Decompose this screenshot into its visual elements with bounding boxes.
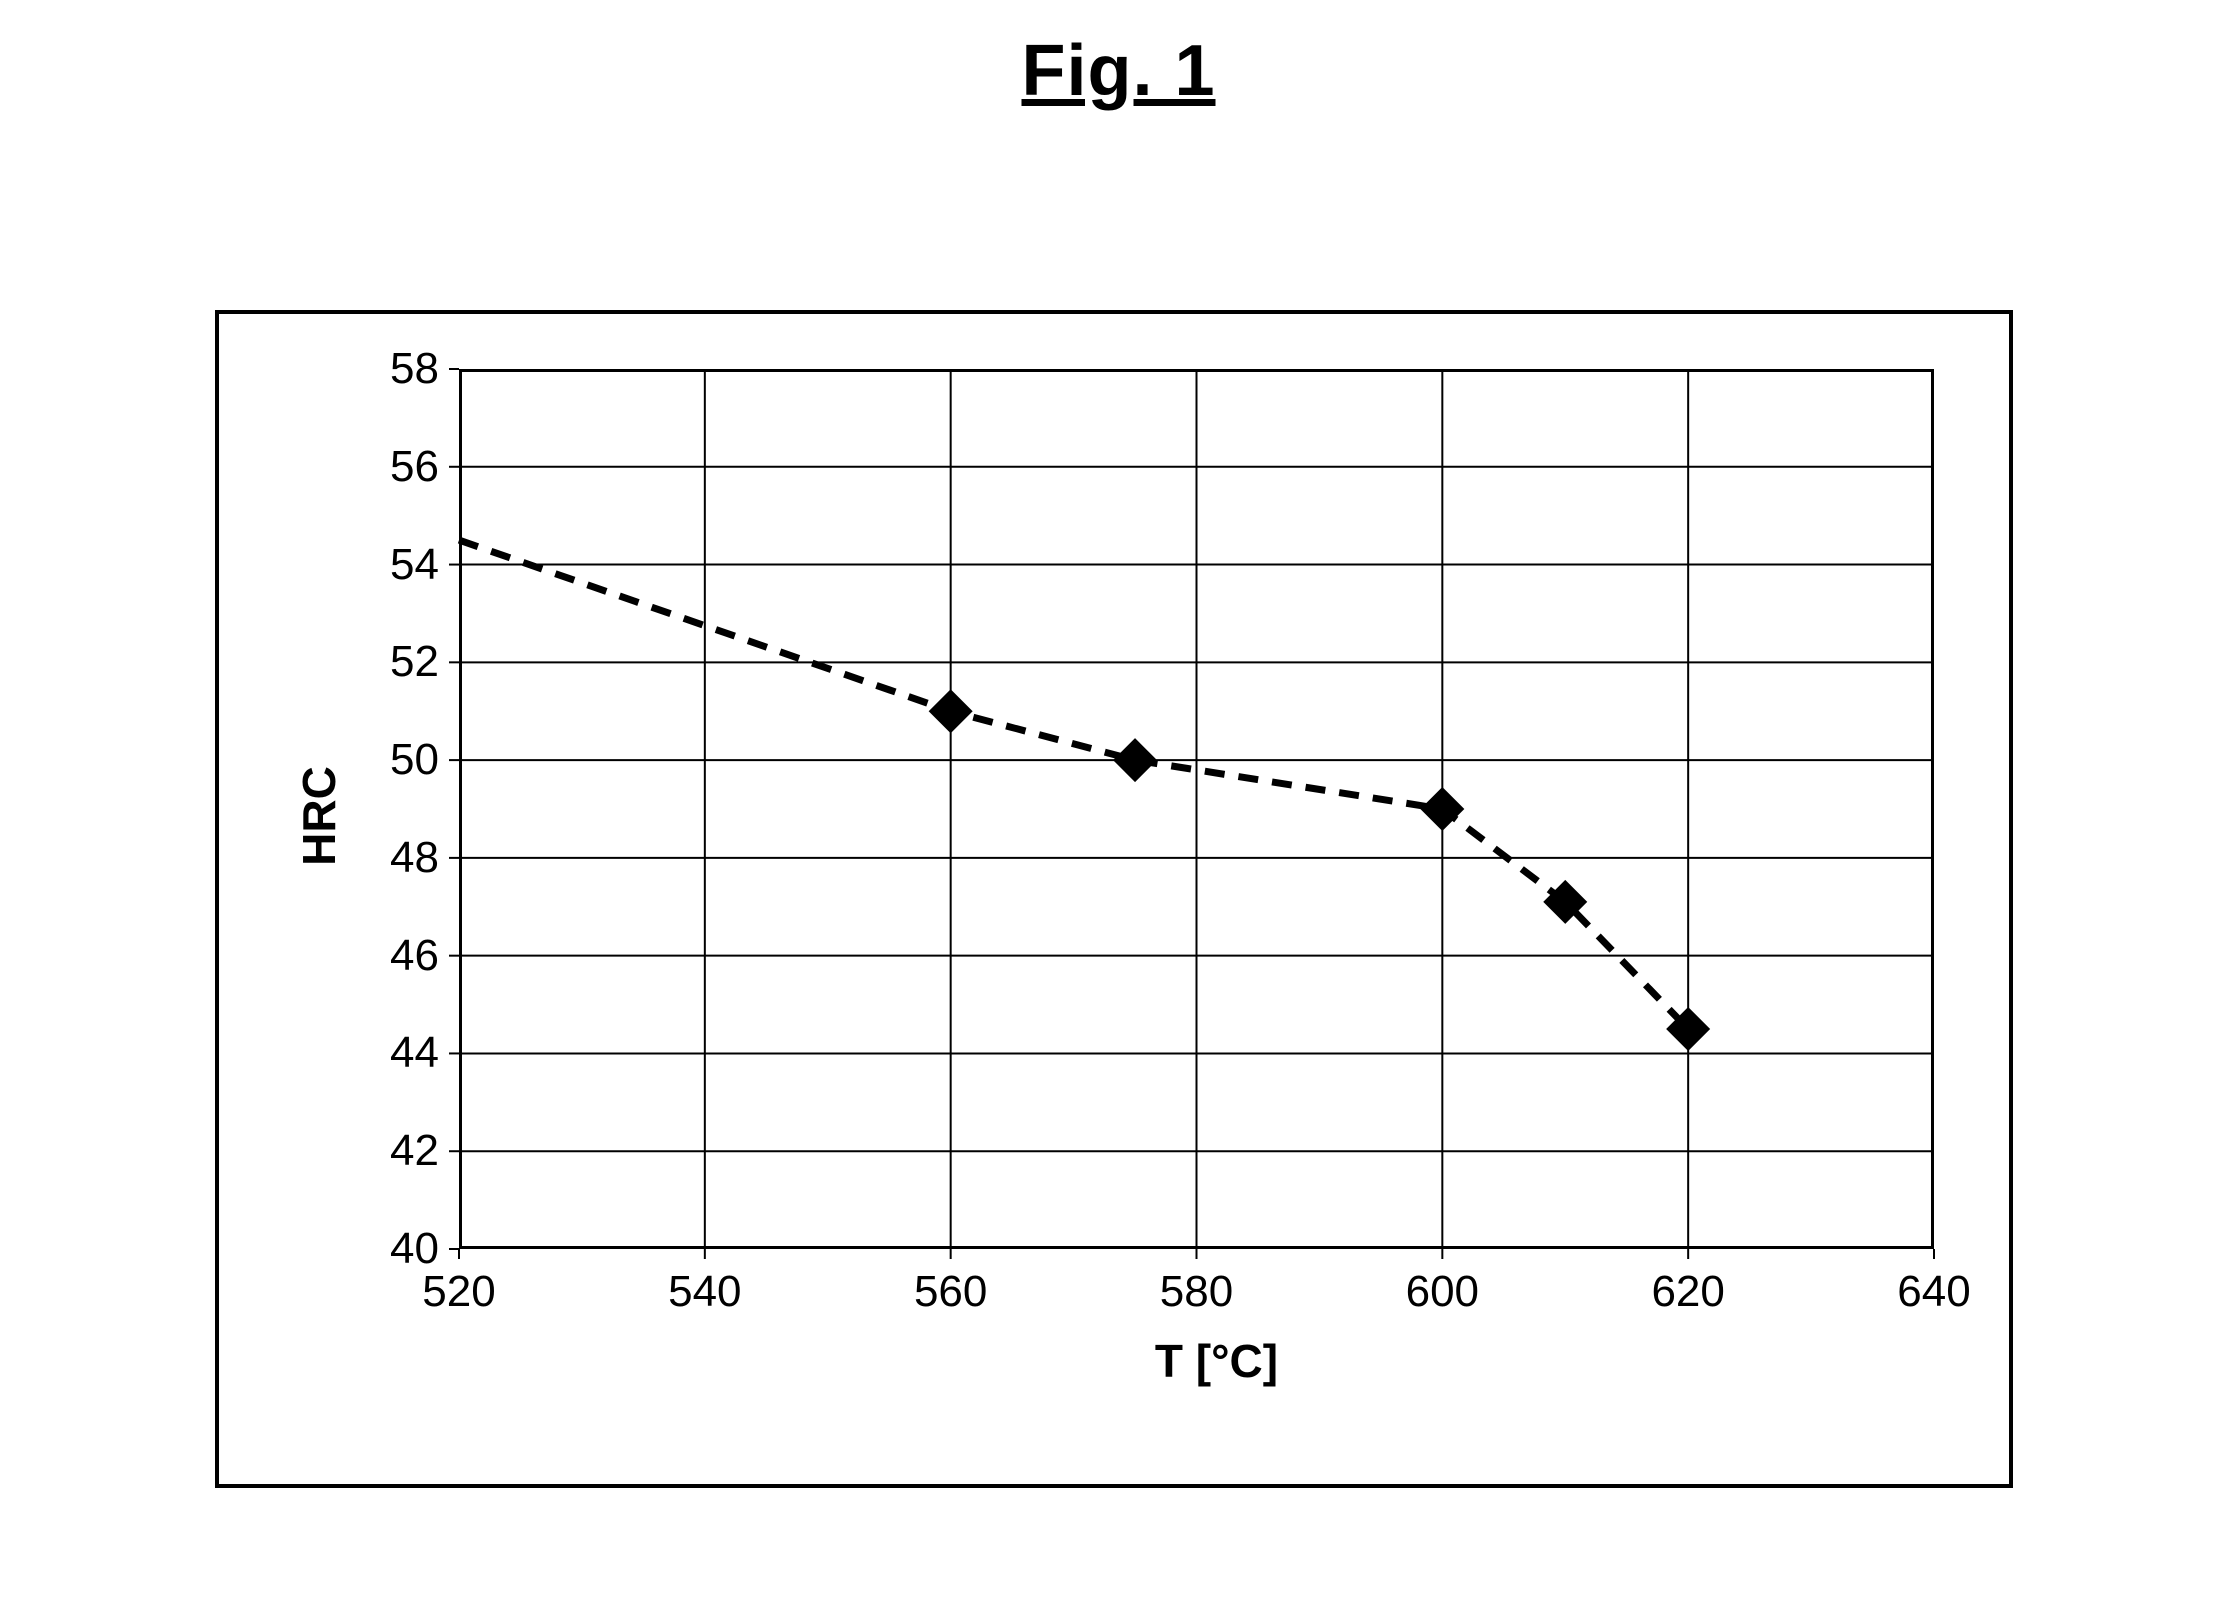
y-tick-label: 52 (369, 637, 439, 687)
page: Fig. 1 40424446485052545658 520540560580… (0, 0, 2237, 1602)
x-tick-label: 580 (1137, 1267, 1257, 1317)
x-tick-label: 620 (1628, 1267, 1748, 1317)
trend-line (459, 540, 1688, 1029)
figure-title: Fig. 1 (0, 30, 2237, 112)
y-tick-label: 42 (369, 1126, 439, 1176)
x-tick-label: 640 (1874, 1267, 1994, 1317)
y-axis-title: HRC (292, 766, 346, 866)
x-axis-title: T [°C] (1117, 1334, 1317, 1388)
data-point-marker (929, 689, 973, 733)
y-tick-label: 44 (369, 1028, 439, 1078)
x-tick-label: 560 (891, 1267, 1011, 1317)
data-point-marker (1113, 738, 1157, 782)
y-tick-label: 58 (369, 344, 439, 394)
y-tick-label: 46 (369, 931, 439, 981)
y-tick-label: 54 (369, 540, 439, 590)
x-tick-label: 600 (1382, 1267, 1502, 1317)
chart-container: 40424446485052545658 5205405605806006206… (215, 310, 2013, 1488)
data-point-marker (1420, 787, 1464, 831)
y-tick-label: 48 (369, 833, 439, 883)
y-tick-label: 56 (369, 442, 439, 492)
y-tick-label: 50 (369, 735, 439, 785)
x-tick-label: 520 (399, 1267, 519, 1317)
x-tick-label: 540 (645, 1267, 765, 1317)
